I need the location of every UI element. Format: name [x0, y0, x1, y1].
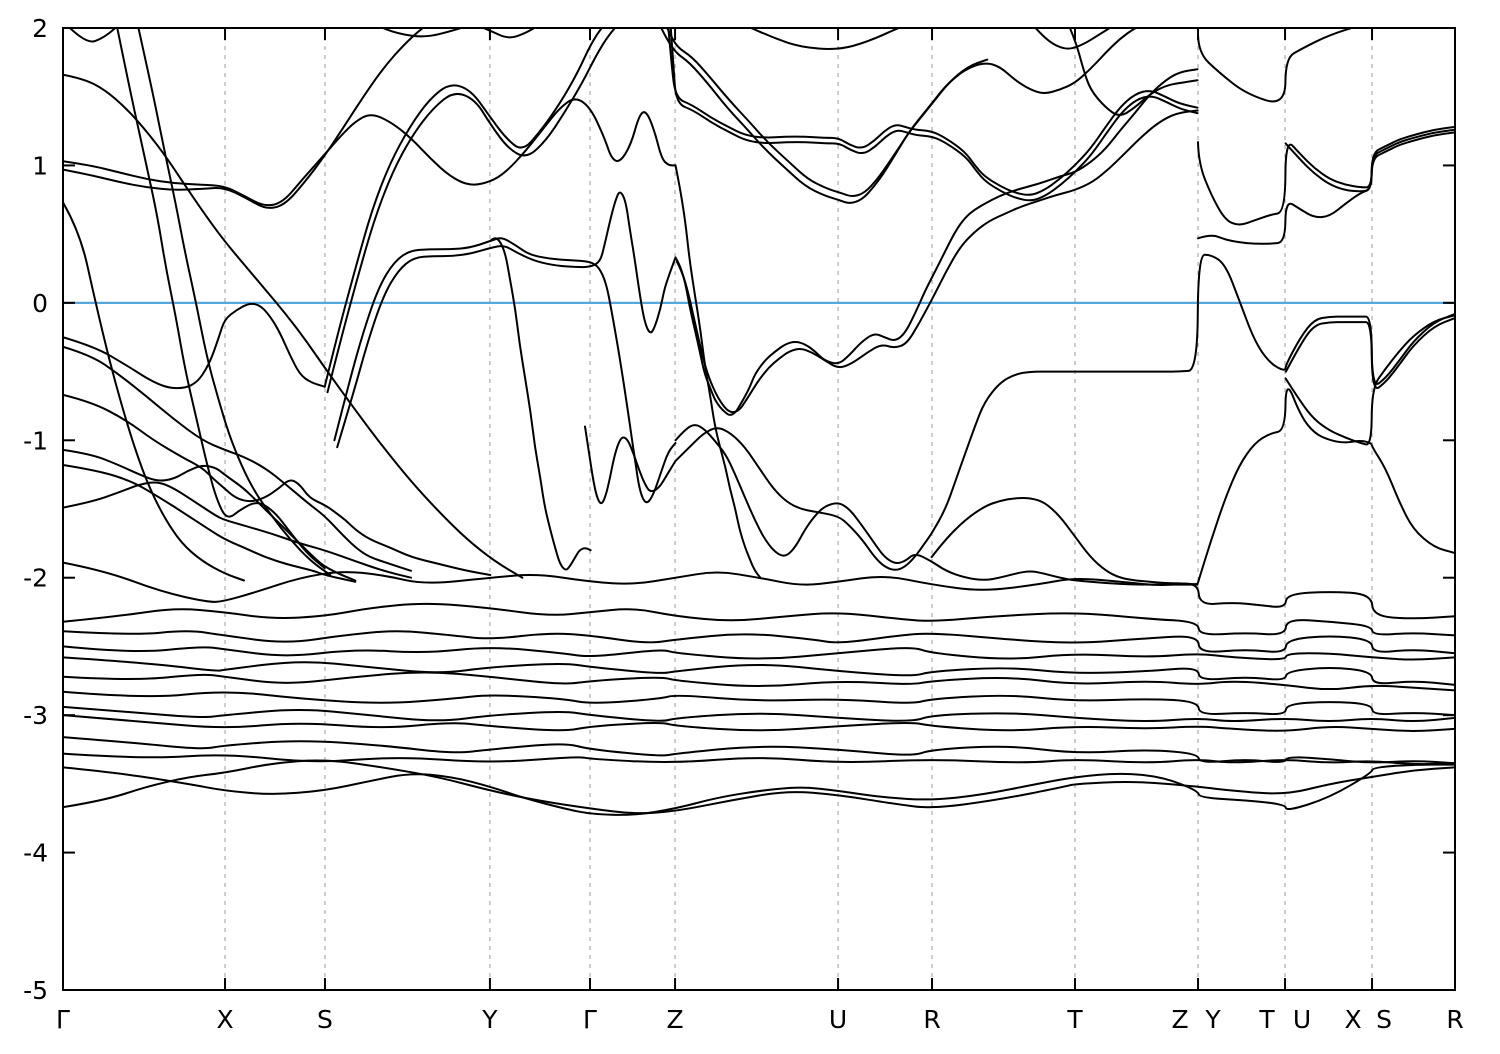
- band-curve: [63, 763, 1455, 816]
- band-curve: [63, 98, 677, 207]
- band-curve: [63, 201, 245, 582]
- x-tick-label: Y: [1204, 1005, 1221, 1034]
- band-curve: [63, 602, 1455, 637]
- band-curve: [748, 28, 902, 50]
- x-tick-label: Z: [1171, 1005, 1188, 1034]
- y-tick-label: -1: [23, 426, 48, 455]
- band-curve: [63, 393, 492, 576]
- band-curve: [63, 464, 357, 583]
- x-tick-label: T: [1066, 1005, 1083, 1034]
- band-curve: [63, 28, 425, 209]
- y-tick-label: -4: [23, 839, 48, 868]
- band-curve: [674, 68, 1199, 416]
- band-curve: [68, 28, 117, 43]
- band-curve: [1197, 128, 1455, 226]
- y-tick-label: -5: [23, 976, 48, 1005]
- x-tick-label: X: [1344, 1005, 1361, 1034]
- band-curve: [63, 714, 1455, 732]
- band-curve: [667, 28, 1199, 196]
- x-tick-label: R: [923, 1005, 940, 1034]
- band-curve: [63, 759, 1455, 815]
- x-tick-label: U: [1293, 1005, 1311, 1034]
- band-curve: [63, 448, 357, 582]
- plot-border: [62, 27, 1456, 991]
- band-curve: [584, 425, 677, 505]
- band-curve: [63, 561, 1455, 620]
- band-curve: [666, 28, 989, 197]
- y-tick-label: 2: [32, 14, 48, 43]
- x-tick-label: R: [1446, 1005, 1463, 1034]
- x-tick-label: X: [216, 1005, 233, 1034]
- band-curve: [1068, 28, 1199, 116]
- band-curve: [326, 28, 617, 394]
- band-curve: [63, 656, 1455, 686]
- band-curve: [333, 237, 677, 504]
- y-tick-label: -3: [23, 701, 48, 730]
- band-curve: [489, 237, 592, 571]
- band-curve: [63, 481, 412, 579]
- x-tick-label: T: [1258, 1005, 1275, 1034]
- y-tick-label: 0: [32, 289, 48, 318]
- x-tick-label: U: [829, 1005, 847, 1034]
- x-tick-label: S: [1376, 1005, 1392, 1034]
- band-curve: [1197, 125, 1455, 245]
- band-curve: [137, 28, 332, 576]
- y-tick-label: -2: [23, 564, 48, 593]
- band-curve: [1284, 317, 1455, 389]
- band-curve: [669, 28, 1199, 202]
- band-curve: [1197, 28, 1355, 103]
- band-curve: [674, 164, 762, 579]
- band-curve: [675, 109, 1199, 414]
- band-curve: [63, 302, 326, 390]
- band-curve: [63, 73, 524, 579]
- band-curve: [336, 191, 677, 449]
- band-curve: [63, 752, 1455, 766]
- band-curve: [63, 671, 1455, 692]
- y-tick-label: 1: [32, 151, 48, 180]
- band-curve: [1034, 28, 1112, 50]
- band-curve: [674, 424, 1199, 586]
- band-curve: [63, 736, 1455, 765]
- x-tick-label: Γ: [56, 1005, 70, 1034]
- band-curve: [116, 28, 326, 570]
- band-curve: [930, 388, 1455, 586]
- x-tick-label: Γ: [583, 1005, 597, 1034]
- band-curve: [1284, 314, 1455, 446]
- band-curve: [323, 28, 604, 388]
- x-tick-label: Z: [666, 1005, 683, 1034]
- band-curve: [63, 690, 1455, 717]
- x-tick-label: S: [317, 1005, 333, 1034]
- band-curve: [63, 705, 1455, 722]
- band-curve: [674, 253, 1455, 571]
- band-curve: [63, 630, 1455, 655]
- bands-group: [63, 28, 1455, 816]
- band-curve: [63, 345, 412, 572]
- band-curve: [63, 645, 1455, 661]
- band-curve: [380, 28, 537, 39]
- x-tick-label: Y: [481, 1005, 498, 1034]
